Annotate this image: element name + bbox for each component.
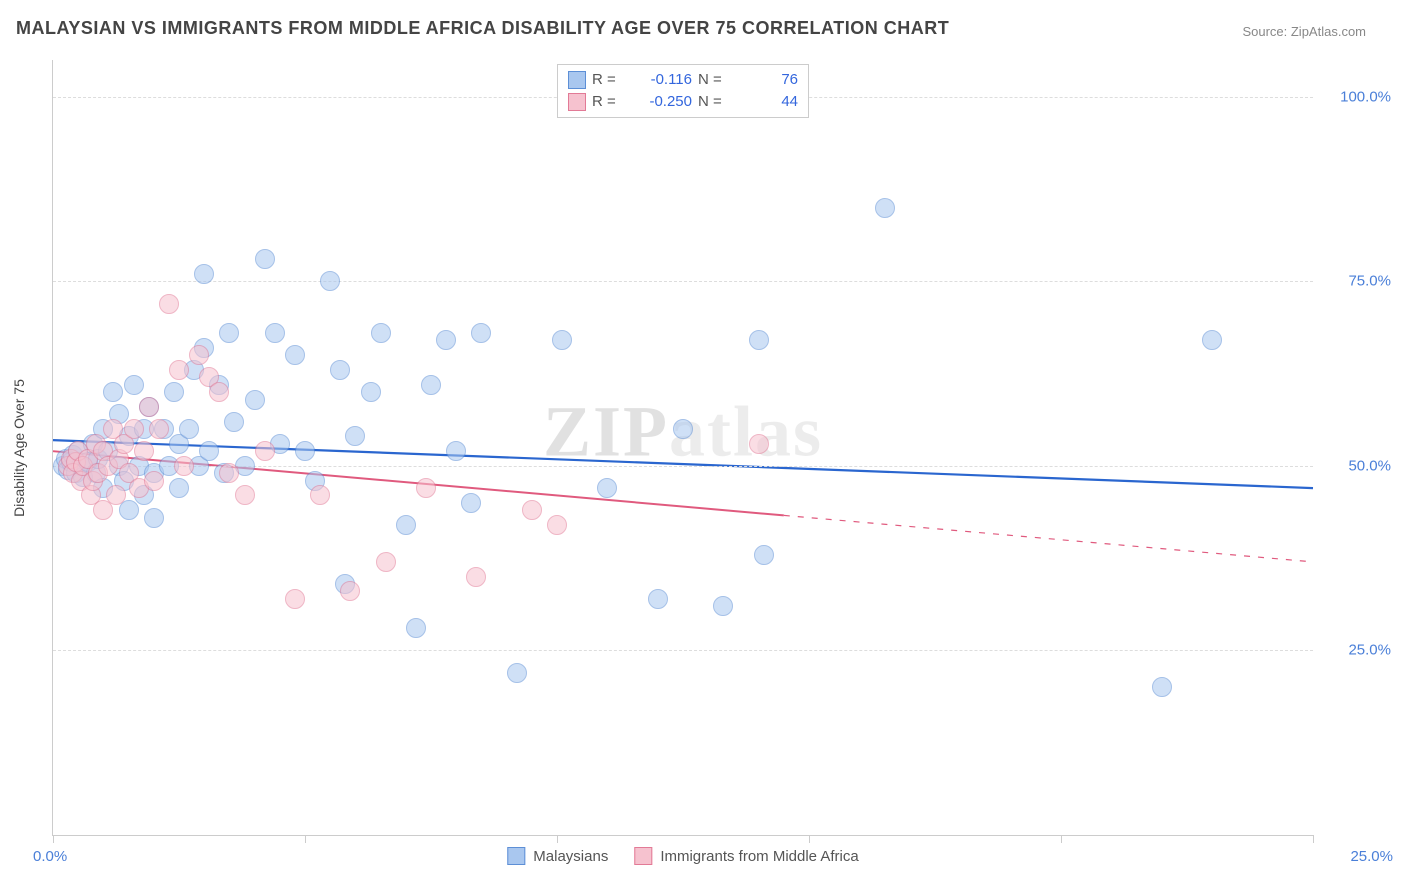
scatter-point [124, 375, 144, 395]
scatter-point [446, 441, 466, 461]
scatter-point [416, 478, 436, 498]
scatter-point [224, 412, 244, 432]
scatter-point [522, 500, 542, 520]
legend-row: R = -0.116 N = 76 [568, 69, 798, 91]
scatter-point [330, 360, 350, 380]
scatter-point [149, 419, 169, 439]
scatter-point [471, 323, 491, 343]
scatter-point [169, 360, 189, 380]
scatter-point [144, 471, 164, 491]
scatter-point [1152, 677, 1172, 697]
chart-title: MALAYSIAN VS IMMIGRANTS FROM MIDDLE AFRI… [16, 18, 949, 39]
x-start-label: 0.0% [33, 848, 67, 865]
trend-lines [53, 60, 1313, 835]
scatter-point [461, 493, 481, 513]
scatter-point [421, 375, 441, 395]
scatter-point [139, 397, 159, 417]
gridline [53, 650, 1313, 651]
legend-swatch [568, 71, 586, 89]
scatter-point [371, 323, 391, 343]
scatter-point [345, 426, 365, 446]
y-tick-label: 75.0% [1331, 273, 1391, 290]
scatter-point [310, 485, 330, 505]
legend-row: R = -0.250 N = 44 [568, 91, 798, 113]
scatter-point [179, 419, 199, 439]
scatter-point [219, 323, 239, 343]
scatter-point [285, 589, 305, 609]
scatter-point [406, 618, 426, 638]
scatter-chart: Disability Age Over 75 ZIPatlas R = -0.1… [52, 60, 1313, 836]
scatter-point [285, 345, 305, 365]
scatter-point [174, 456, 194, 476]
legend-swatch [507, 847, 525, 865]
scatter-point [875, 198, 895, 218]
x-tick [1313, 835, 1314, 843]
scatter-point [648, 589, 668, 609]
scatter-point [673, 419, 693, 439]
series-legend: Malaysians Immigrants from Middle Africa [507, 847, 858, 865]
x-tick [53, 835, 54, 843]
y-tick-label: 50.0% [1331, 457, 1391, 474]
scatter-point [144, 508, 164, 528]
scatter-point [361, 382, 381, 402]
scatter-point [466, 567, 486, 587]
x-end-label: 25.0% [1350, 848, 1393, 865]
scatter-point [507, 663, 527, 683]
scatter-point [1202, 330, 1222, 350]
scatter-point [547, 515, 567, 535]
legend-swatch [568, 93, 586, 111]
scatter-point [754, 545, 774, 565]
scatter-point [265, 323, 285, 343]
y-axis-title: Disability Age Over 75 [11, 379, 27, 517]
scatter-point [209, 382, 229, 402]
scatter-point [159, 294, 179, 314]
scatter-point [436, 330, 456, 350]
legend-item: Malaysians [507, 847, 608, 865]
scatter-point [169, 478, 189, 498]
scatter-point [199, 441, 219, 461]
x-tick [809, 835, 810, 843]
scatter-point [103, 382, 123, 402]
legend-item: Immigrants from Middle Africa [634, 847, 858, 865]
x-tick [557, 835, 558, 843]
legend-swatch [634, 847, 652, 865]
scatter-point [189, 345, 209, 365]
scatter-point [749, 330, 769, 350]
scatter-point [597, 478, 617, 498]
scatter-point [219, 463, 239, 483]
scatter-point [134, 441, 154, 461]
scatter-point [376, 552, 396, 572]
scatter-point [255, 441, 275, 461]
scatter-point [713, 596, 733, 616]
x-tick [305, 835, 306, 843]
scatter-point [235, 485, 255, 505]
scatter-point [106, 485, 126, 505]
scatter-point [124, 419, 144, 439]
y-tick-label: 100.0% [1331, 88, 1391, 105]
scatter-point [164, 382, 184, 402]
scatter-point [340, 581, 360, 601]
correlation-legend: R = -0.116 N = 76 R = -0.250 N = 44 [557, 64, 809, 118]
scatter-point [749, 434, 769, 454]
scatter-point [396, 515, 416, 535]
scatter-point [245, 390, 265, 410]
source-attribution: Source: ZipAtlas.com [1242, 24, 1366, 39]
scatter-point [194, 264, 214, 284]
scatter-point [320, 271, 340, 291]
y-tick-label: 25.0% [1331, 642, 1391, 659]
scatter-point [552, 330, 572, 350]
scatter-point [295, 441, 315, 461]
scatter-point [255, 249, 275, 269]
x-tick [1061, 835, 1062, 843]
gridline [53, 281, 1313, 282]
